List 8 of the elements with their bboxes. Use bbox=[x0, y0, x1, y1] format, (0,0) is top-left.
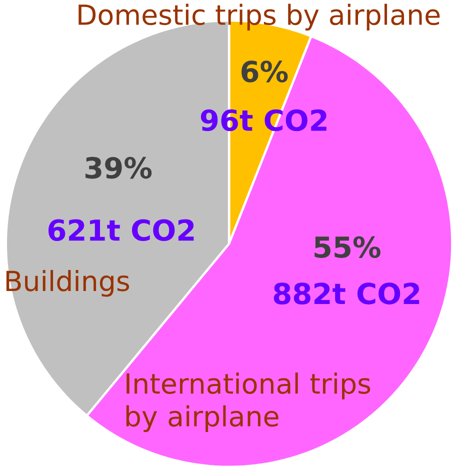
data-label: 39% bbox=[85, 156, 152, 179]
text: 882t CO2 bbox=[274, 282, 419, 304]
slice-label: Buildings bbox=[6, 270, 129, 297]
text: 621t CO2 bbox=[48, 219, 194, 241]
slice-label: International trips by airplane bbox=[126, 372, 370, 432]
data-label: 6% bbox=[241, 60, 288, 82]
slice-label: Domestic trips by airplane bbox=[78, 4, 440, 31]
data-label: 55% bbox=[314, 236, 380, 258]
